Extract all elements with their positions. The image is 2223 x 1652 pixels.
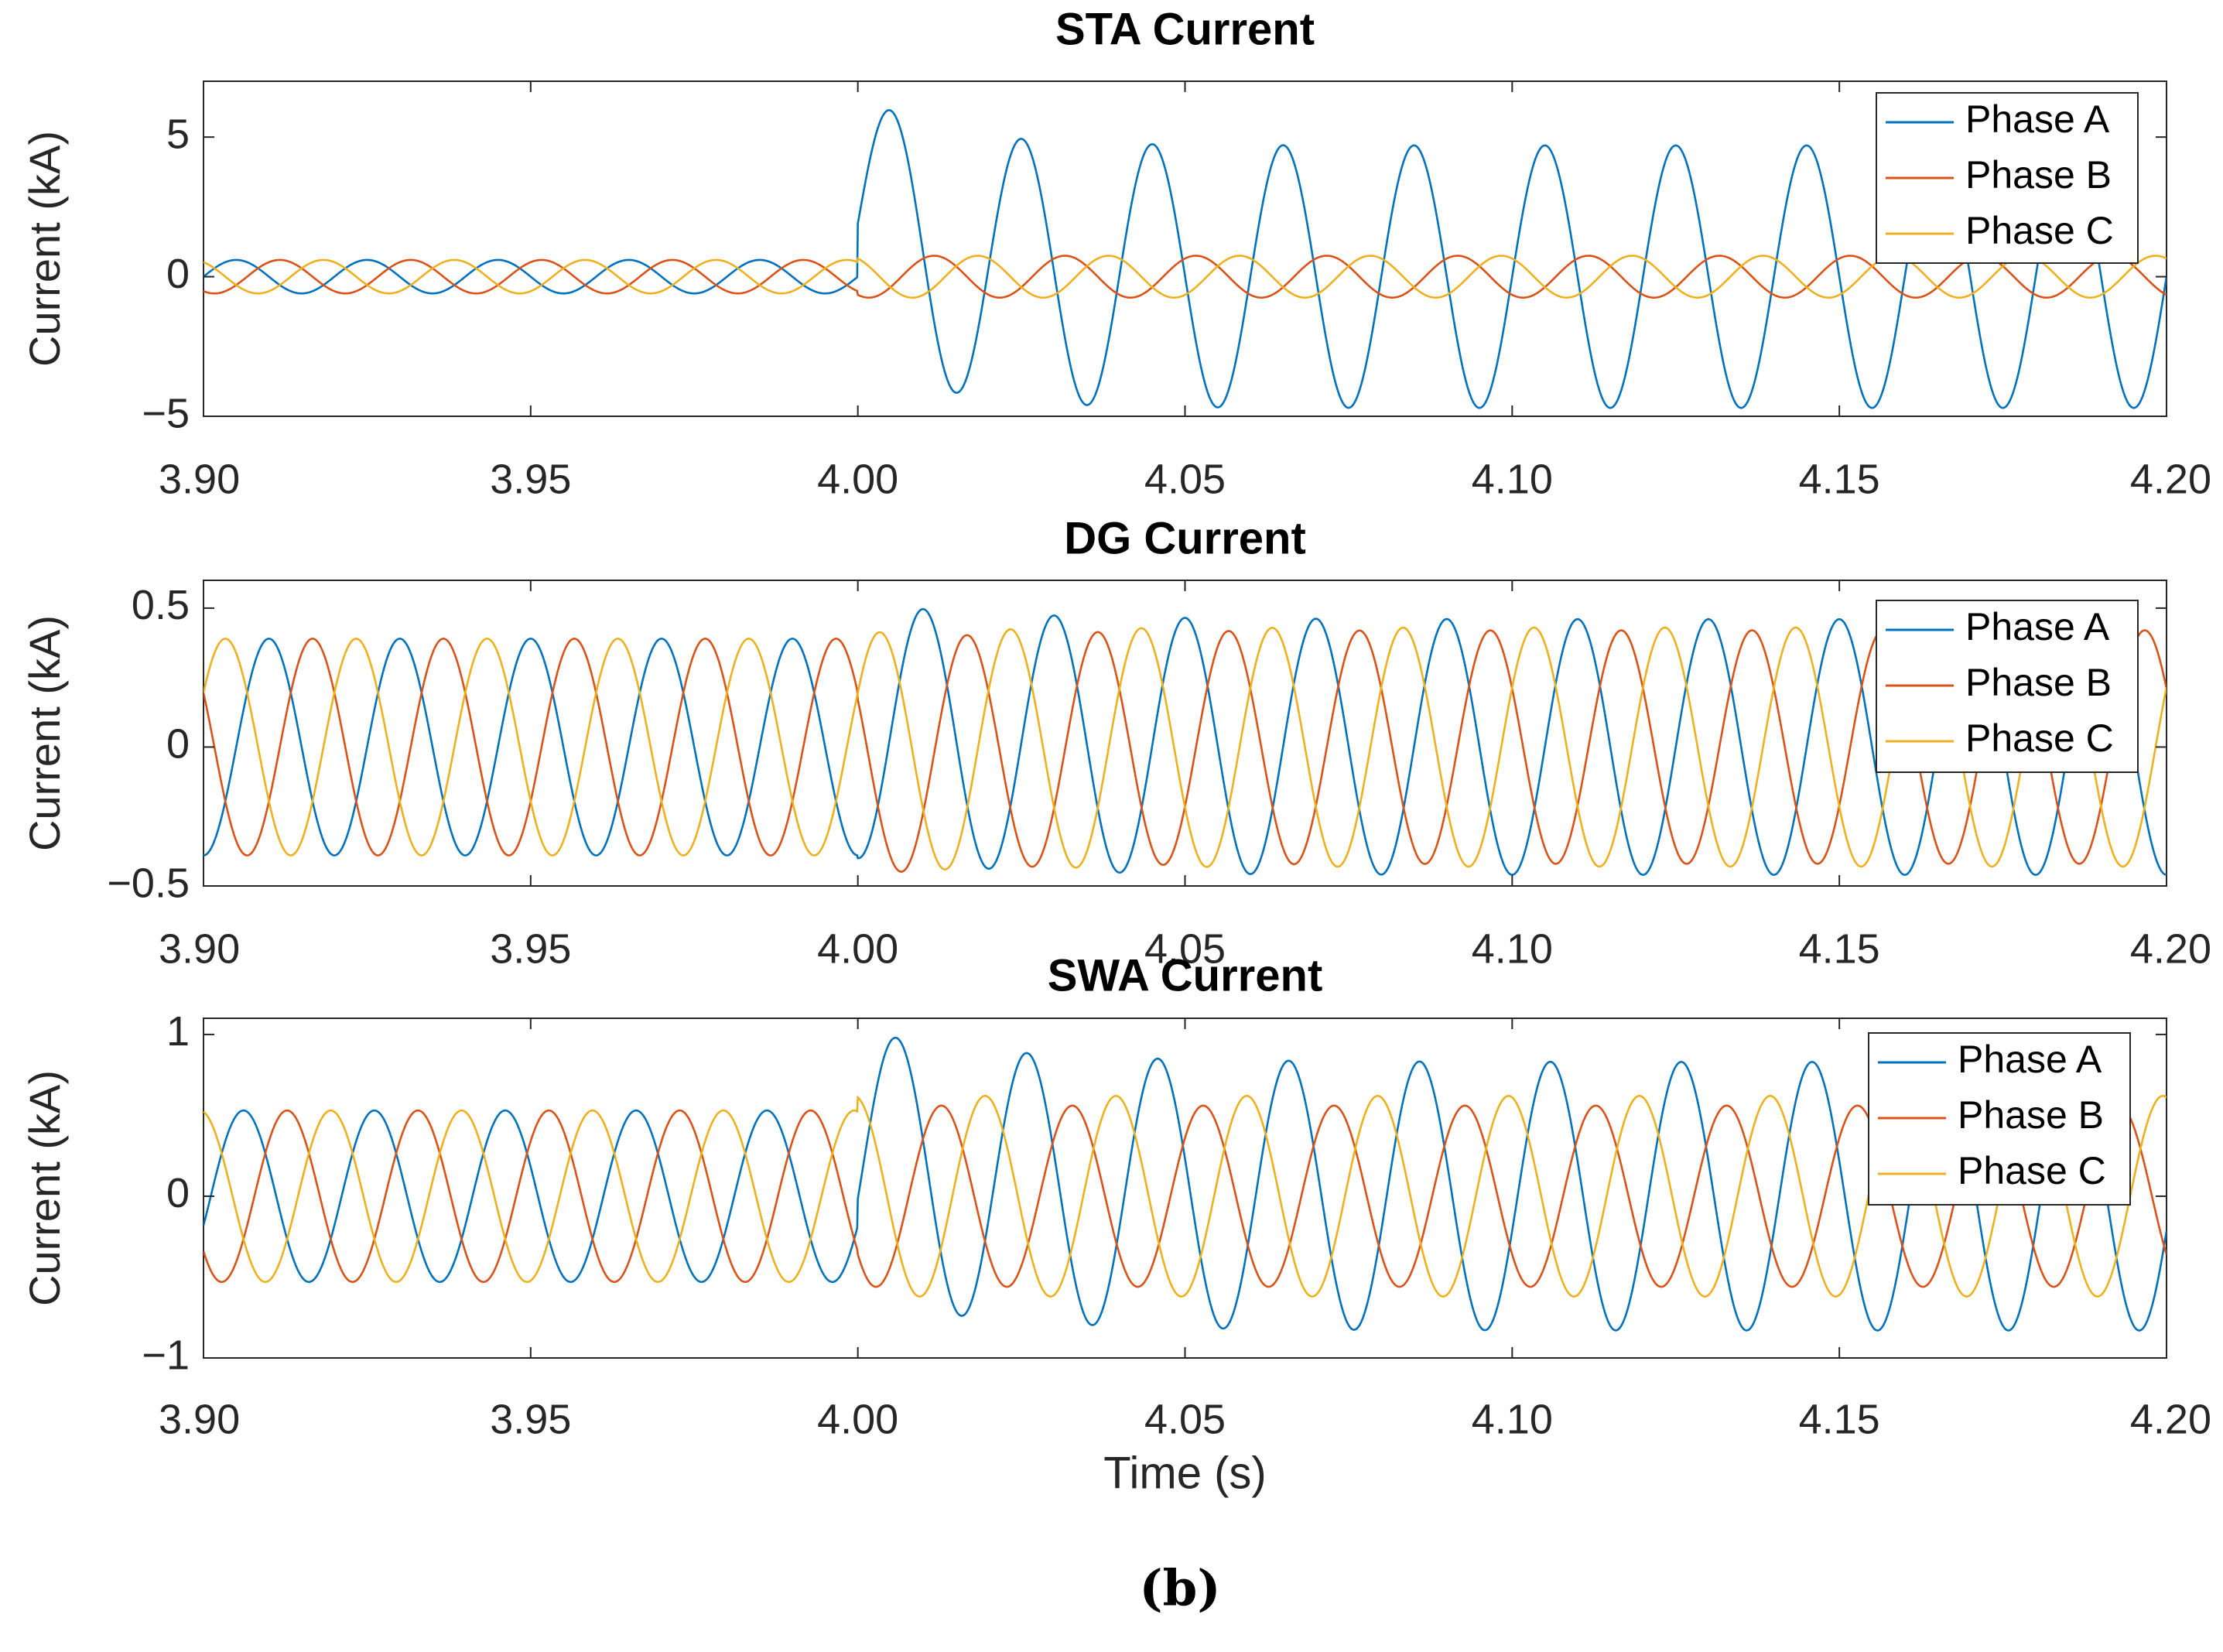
legend-label: Phase A xyxy=(1965,97,2110,141)
y-tick-label: 1 xyxy=(166,1008,190,1055)
legend: Phase A Phase B Phase C xyxy=(1876,600,2139,773)
x-tick-label: 4.10 xyxy=(1472,1396,1553,1442)
x-tick-label: 4.05 xyxy=(1144,1396,1226,1442)
x-tick-label: 4.20 xyxy=(2130,1396,2211,1442)
y-axis-label: Current (kA) xyxy=(20,615,69,851)
x-tick-label: 4.05 xyxy=(1144,456,1226,502)
x-axis-label: Time (s) xyxy=(1103,1448,1266,1498)
y-tick-label: −5 xyxy=(142,390,190,436)
figure-caption: (b) xyxy=(1139,1560,1220,1618)
y-tick-label: 0 xyxy=(166,251,190,297)
series-line-phase-c xyxy=(203,626,2167,870)
series-line-phase-a xyxy=(203,607,2167,876)
y-tick-label: 5 xyxy=(166,111,190,157)
legend-label: Phase C xyxy=(1965,209,2114,252)
legend: Phase A Phase B Phase C xyxy=(1868,1032,2131,1206)
series-line-phase-a xyxy=(203,1036,2167,1332)
series-line-phase-b xyxy=(203,255,2167,299)
y-tick-label: 0 xyxy=(166,1170,190,1216)
legend-label: Phase B xyxy=(1965,661,2112,704)
series-line-phase-c xyxy=(203,255,2167,299)
x-tick-label: 4.15 xyxy=(1799,925,1880,972)
y-tick-label: 0.5 xyxy=(132,582,190,628)
axes-frame xyxy=(203,80,2167,417)
axes-frame xyxy=(203,580,2167,887)
x-tick-label: 4.10 xyxy=(1472,925,1553,972)
x-tick-label: 3.90 xyxy=(159,925,240,972)
legend-label: Phase C xyxy=(1958,1149,2106,1192)
x-tick-label: 4.20 xyxy=(2130,925,2211,972)
series-line-phase-b xyxy=(203,1104,2167,1288)
chart-title: SWA Current xyxy=(1048,950,1323,1000)
x-tick-label: 4.00 xyxy=(817,925,898,972)
legend-label: Phase B xyxy=(1958,1093,2104,1137)
x-tick-label: 3.95 xyxy=(490,925,571,972)
chart-title: DG Current xyxy=(1064,513,1306,563)
y-tick-label: −0.5 xyxy=(107,860,190,906)
chart-2: 3.90 3.95 4.00 4.05 4.10 4.15 4.20 −0.5 0 0.5 DG C… xyxy=(20,513,2211,972)
y-axis-label: Current (kA) xyxy=(20,1070,69,1306)
x-tick-label: 4.15 xyxy=(1799,456,1880,502)
legend-label: Phase C xyxy=(1965,717,2114,760)
series-line-phase-a xyxy=(203,109,2167,409)
x-tick-label: 4.05 xyxy=(1144,925,1226,972)
x-tick-label: 4.10 xyxy=(1472,456,1553,502)
chart-1: 3.90 3.95 4.00 4.05 4.10 4.15 4.20 −5 0 5 STA Curr… xyxy=(20,4,2211,502)
x-tick-label: 4.00 xyxy=(817,1396,898,1442)
x-tick-label: 4.20 xyxy=(2130,456,2211,502)
x-tick-label: 3.95 xyxy=(490,1396,571,1442)
legend-label: Phase A xyxy=(1958,1038,2102,1081)
x-tick-label: 3.95 xyxy=(490,456,571,502)
axes-frame xyxy=(203,1018,2167,1359)
x-tick-label: 4.15 xyxy=(1799,1396,1880,1442)
y-tick-label: 0 xyxy=(166,721,190,768)
series-line-phase-c xyxy=(203,1095,2167,1298)
x-tick-label: 3.90 xyxy=(159,456,240,502)
y-tick-label: −1 xyxy=(142,1332,190,1378)
legend-label: Phase A xyxy=(1965,605,2110,648)
x-tick-label: 3.90 xyxy=(159,1396,240,1442)
legend: Phase A Phase B Phase C xyxy=(1876,92,2139,264)
chart-title: STA Current xyxy=(1055,4,1315,54)
y-axis-label: Current (kA) xyxy=(20,131,69,367)
chart-3: 3.90 3.95 4.00 4.05 4.10 4.15 4.20 −1 0 1 SWA Curr… xyxy=(20,950,2211,1498)
legend-label: Phase B xyxy=(1965,153,2112,197)
x-tick-label: 4.00 xyxy=(817,456,898,502)
